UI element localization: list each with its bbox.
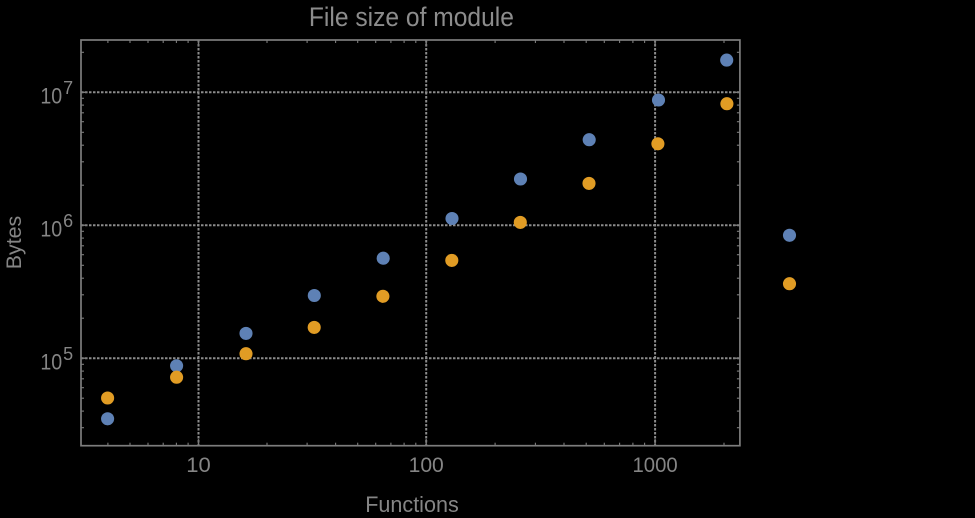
svg-text:File size of module: File size of module (309, 2, 514, 32)
svg-text:7: 7 (63, 77, 73, 98)
svg-text:10: 10 (40, 217, 62, 242)
svg-text:10: 10 (40, 84, 62, 109)
svg-text:Functions: Functions (365, 492, 459, 513)
svg-text:6: 6 (63, 210, 73, 231)
svg-text:100: 100 (409, 453, 444, 477)
svg-text:10: 10 (186, 453, 211, 477)
svg-text:10: 10 (40, 350, 62, 375)
svg-text:1000: 1000 (633, 453, 678, 477)
svg-text:Bytes: Bytes (3, 216, 26, 270)
svg-text:5: 5 (63, 343, 73, 364)
